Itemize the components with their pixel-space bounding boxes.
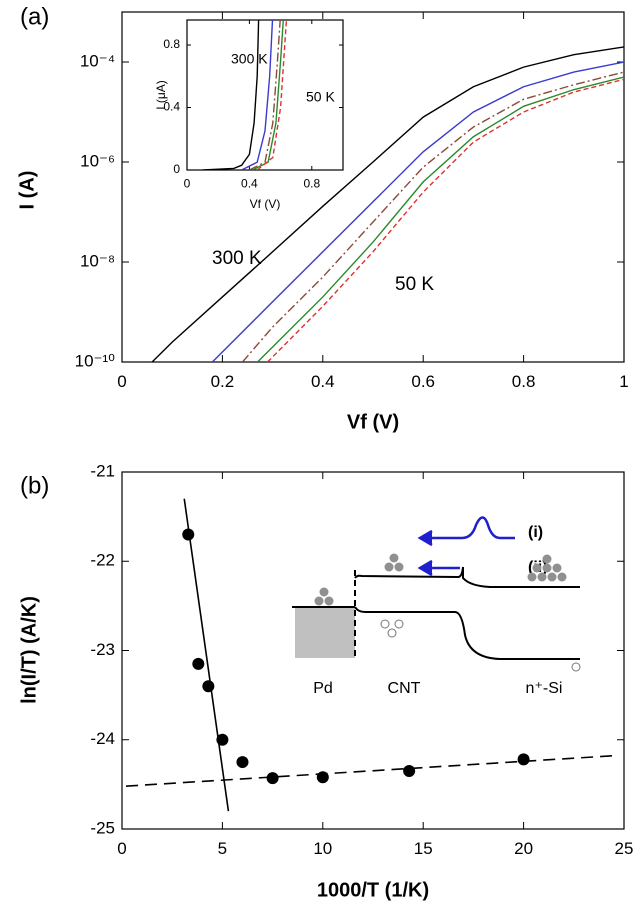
data-point xyxy=(316,771,329,784)
y-tick-label: 0.8 xyxy=(163,37,180,51)
x-tick-label: 0.2 xyxy=(211,372,235,391)
diagram-label: CNT xyxy=(388,680,421,697)
x-tick-label: 0.8 xyxy=(512,372,536,391)
series-line xyxy=(252,20,285,170)
series-group xyxy=(151,46,624,362)
x-tick-label: 0 xyxy=(117,839,126,858)
series-line xyxy=(151,46,624,362)
data-point xyxy=(517,753,530,766)
data-point xyxy=(236,756,249,769)
y-tick-label: 0 xyxy=(173,162,180,176)
series-group xyxy=(202,20,288,170)
annotation: 50 K xyxy=(395,274,434,295)
band-diagram xyxy=(292,516,581,672)
y-tick-label: 0.4 xyxy=(163,100,180,114)
y-tick-label: -24 xyxy=(90,729,115,748)
x-tick-label: 0.4 xyxy=(241,177,258,191)
plot-frame xyxy=(121,11,625,363)
plot-frame xyxy=(121,471,625,830)
series-line xyxy=(202,20,260,170)
series-line xyxy=(267,78,624,362)
annotation: 50 K xyxy=(306,89,335,105)
y-tick-label: 10⁻⁸ xyxy=(80,251,115,270)
y-tick-label: -21 xyxy=(90,461,115,480)
series-line xyxy=(257,76,624,362)
data-point xyxy=(202,680,215,693)
data-point xyxy=(266,772,279,785)
y-tick-label: -22 xyxy=(90,551,115,570)
y-axis-label: ln(I/T) (A/K) xyxy=(18,596,40,704)
annotation: 300 K xyxy=(212,248,262,269)
y-axis-label: I (μA) xyxy=(154,80,168,110)
y-tick-label: -25 xyxy=(90,818,115,837)
series-line xyxy=(249,20,281,170)
y-tick-label: 10⁻¹⁰ xyxy=(75,351,116,370)
x-tick-label: 20 xyxy=(514,839,533,858)
x-axis-label: 1000/T (1/K) xyxy=(317,879,429,901)
x-tick-label: 0.4 xyxy=(311,372,335,391)
x-tick-label: 10 xyxy=(313,839,332,858)
x-axis-label: Vf (V) xyxy=(250,197,281,211)
diagram-label: (i) xyxy=(528,524,543,541)
x-tick-label: 0 xyxy=(117,372,126,391)
chart-panel: 0 0.2 0.4 0.6 0.8 1 10⁻¹⁰ 10⁻⁸ 10⁻⁶ 10⁻⁴ Vf (V) I (… xyxy=(16,3,628,433)
panel-label: (a) xyxy=(20,3,49,30)
data-point xyxy=(192,657,205,670)
data-point xyxy=(182,528,195,541)
fit-line xyxy=(183,498,230,812)
y-tick-label: 10⁻⁶ xyxy=(80,151,115,170)
series-line xyxy=(211,61,624,362)
chart-panel: 0 0.4 0.8 0 0.4 0.8 Vf (V) I (μA) 300 K 50 K xyxy=(154,19,344,211)
x-tick-label: 0.8 xyxy=(303,177,320,191)
x-tick-label: 1 xyxy=(619,372,628,391)
x-tick-label: 5 xyxy=(218,839,227,858)
annotation: 300 K xyxy=(231,51,268,67)
diagram-label: n⁺-Si xyxy=(526,680,563,697)
series-line xyxy=(241,20,274,170)
x-axis-label: Vf (V) xyxy=(347,411,399,433)
x-tick-label: 15 xyxy=(414,839,433,858)
plot-frame xyxy=(186,19,344,171)
x-tick-label: 25 xyxy=(615,839,634,858)
x-tick-label: 0 xyxy=(184,177,191,191)
data-point xyxy=(216,733,229,746)
fit-line xyxy=(125,755,613,787)
chart-panel: 0 5 10 15 20 25 -25 -24 -23 -22 -21 1000/T (1/K) ln(… xyxy=(18,461,633,901)
y-tick-label: 10⁻⁴ xyxy=(80,51,115,70)
inset-background xyxy=(187,20,343,170)
data-point xyxy=(403,764,416,777)
panel-label: (b) xyxy=(20,472,49,499)
x-tick-label: 0.6 xyxy=(411,372,435,391)
series-line xyxy=(241,71,624,362)
y-axis-label: I (A) xyxy=(16,171,38,210)
diagram-label: Pd xyxy=(313,680,333,697)
y-tick-label: -23 xyxy=(90,640,115,659)
